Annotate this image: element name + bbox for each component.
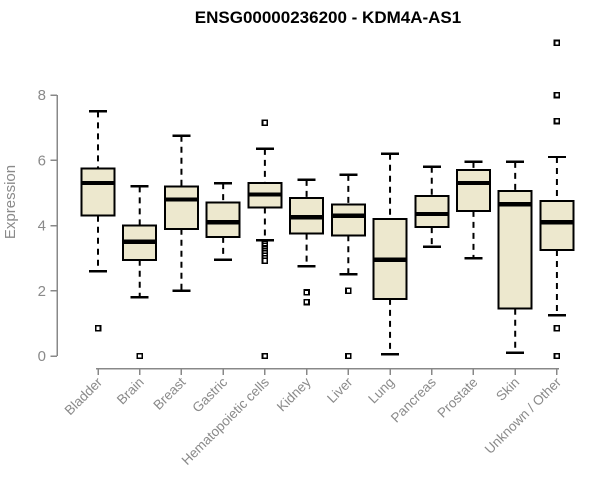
y-axis-tick-label: 8 xyxy=(38,87,46,104)
x-axis-category-label: Breast xyxy=(150,374,188,412)
box-rect xyxy=(539,200,575,251)
box-rect xyxy=(455,169,491,212)
x-axis-category-label: Bladder xyxy=(62,374,106,418)
x-axis-category-label: Prostate xyxy=(434,375,480,421)
box-rect xyxy=(414,195,450,229)
box-rect xyxy=(330,203,366,237)
outlier-point xyxy=(136,352,143,360)
x-axis-category-label: Pancreas xyxy=(388,374,439,425)
x-axis-category-label: Kidney xyxy=(274,374,314,414)
outlier-point xyxy=(553,352,561,360)
outlier-point xyxy=(94,325,102,332)
outlier-point xyxy=(553,117,561,125)
y-axis-label: Expression xyxy=(2,165,19,239)
box-rect xyxy=(497,190,533,310)
y-axis-tick-label: 2 xyxy=(38,283,46,300)
outlier-point xyxy=(303,289,310,296)
y-axis-tick-label: 0 xyxy=(38,348,46,365)
outlier-point xyxy=(261,257,269,264)
outlier-point xyxy=(553,325,561,332)
x-axis-category-label: Unknown / Other xyxy=(482,374,565,457)
x-axis-category-label: Skin xyxy=(493,375,522,404)
outlier-point xyxy=(553,39,561,47)
x-axis-category-label: Brain xyxy=(114,375,147,408)
x-axis-category-label: Lung xyxy=(365,375,397,407)
x-axis-category-label: Gastric xyxy=(189,374,230,415)
y-axis-tick-label: 6 xyxy=(38,152,46,169)
chart-title: ENSG00000236200 - KDM4A-AS1 xyxy=(195,8,461,27)
outlier-point xyxy=(261,352,269,360)
outlier-point xyxy=(345,287,352,295)
y-axis-tick-label: 4 xyxy=(38,218,46,235)
box-rect xyxy=(80,167,116,217)
outlier-point xyxy=(553,91,561,99)
outlier-point xyxy=(345,352,352,360)
box-rect xyxy=(205,201,241,238)
x-axis-category-label: Liver xyxy=(324,374,356,406)
outlier-point xyxy=(303,298,310,306)
box-rect xyxy=(163,185,199,230)
outlier-point xyxy=(261,119,269,126)
